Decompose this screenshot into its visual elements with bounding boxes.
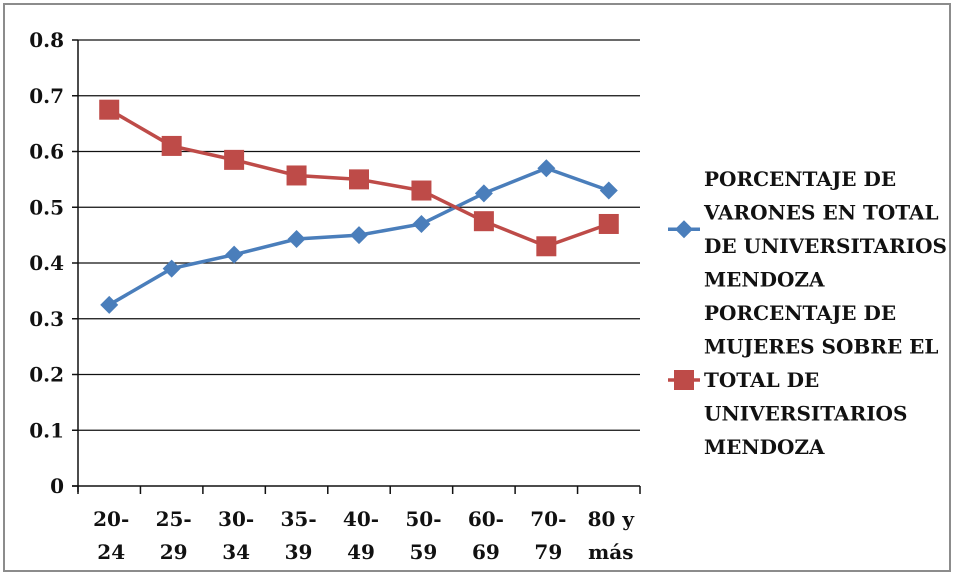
axes (72, 39, 641, 494)
data-point (536, 236, 557, 257)
data-point (225, 245, 244, 264)
legend-label: PORCENTAJE DE MUJERES SOBRE EL TOTAL DE UNI… (704, 301, 938, 459)
data-point (350, 226, 368, 245)
data-point (286, 165, 307, 186)
legend-swatch-marker (675, 220, 693, 239)
y-tick-label: 0.2 (29, 363, 64, 387)
x-tick-label: 40-49 (343, 507, 379, 564)
data-point (474, 184, 493, 203)
data-point (599, 181, 618, 200)
data-point (99, 99, 120, 120)
data-point (411, 180, 432, 201)
legend-item-2: PORCENTAJE DE MUJERES SOBRE EL TOTAL DE UNI… (668, 301, 938, 459)
data-point (100, 295, 119, 314)
data-point (224, 149, 245, 170)
data-point (412, 214, 431, 233)
data-point (473, 211, 494, 232)
legend: PORCENTAJE DE VARONES EN TOTAL DE UNIVERSI… (668, 167, 947, 459)
data-point (162, 259, 181, 278)
y-tick-label: 0 (50, 474, 64, 498)
x-tick-label: 80 y más (588, 507, 636, 564)
data-point (537, 159, 556, 178)
y-axis-tick-labels: 0 0.1 0.2 0.3 0.4 0.5 0.6 0.7 0.8 (29, 28, 64, 498)
x-tick-label: 25-29 (156, 507, 192, 564)
x-tick-label: 30-34 (218, 507, 254, 564)
legend-swatch-marker (674, 370, 694, 390)
y-tick-label: 0.5 (29, 195, 64, 219)
chart-frame (3, 3, 951, 572)
y-tick-label: 0.8 (29, 28, 64, 52)
x-tick-label: 35-39 (280, 507, 316, 564)
data-point (598, 213, 619, 234)
x-tick-label: 20-24 (93, 507, 129, 564)
x-tick-label: 60-69 (468, 507, 504, 564)
x-axis-tick-labels: 20-24 25-29 30-34 35-39 40-49 50-59 60-69 70-79… (93, 507, 635, 564)
y-tick-label: 0.6 (29, 140, 64, 164)
series-1 (100, 159, 618, 314)
y-tick-label: 0.7 (29, 84, 64, 108)
gridlines (78, 39, 640, 431)
data-point (349, 169, 369, 190)
x-tick-label: 70-79 (530, 507, 566, 564)
legend-item-1: PORCENTAJE DE VARONES EN TOTAL DE UNIVERSI… (668, 167, 947, 292)
series-2 (99, 99, 619, 257)
y-tick-label: 0.3 (29, 307, 64, 331)
data-point (287, 230, 306, 249)
y-tick-label: 0.4 (29, 251, 64, 275)
data-series (99, 99, 619, 314)
y-tick-label: 0.1 (29, 418, 64, 442)
data-point (161, 135, 182, 156)
legend-label: PORCENTAJE DE VARONES EN TOTAL DE UNIVERSI… (703, 167, 947, 292)
x-tick-label: 50-59 (405, 507, 441, 564)
